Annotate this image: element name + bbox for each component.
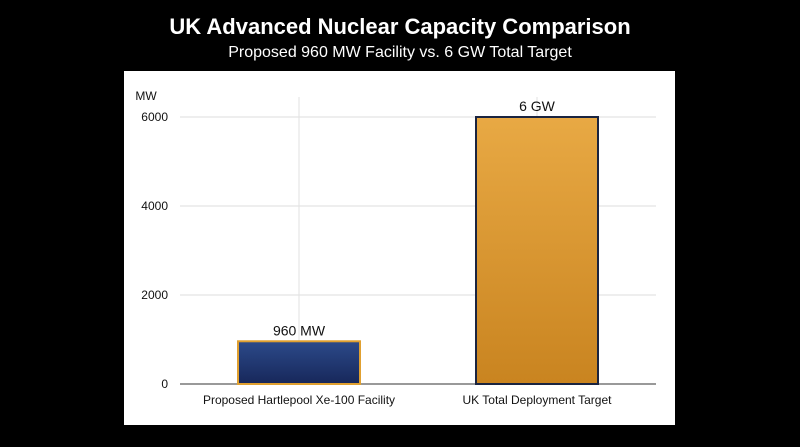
bar-value-label: 960 MW	[273, 322, 326, 338]
bar-chart: 0 2000 4000 6000 MW 960 MW Proposed Hartlepoo…	[135, 89, 656, 407]
y-tick-label: 2000	[141, 288, 168, 302]
x-category-label: UK Total Deployment Target	[463, 393, 613, 407]
y-tick-label: 4000	[141, 199, 168, 213]
bar-1	[237, 340, 361, 385]
chart-subtitle: Proposed 960 MW Facility vs. 6 GW Total …	[228, 44, 572, 61]
chart-panel: 0 2000 4000 6000 MW 960 MW Proposed Hartlepoo…	[124, 71, 675, 425]
y-tick-label: 6000	[141, 110, 168, 124]
y-axis-unit-label: MW	[135, 89, 157, 103]
chart-title: UK Advanced Nuclear Capacity Comparison	[169, 14, 631, 39]
y-tick-label: 0	[161, 377, 168, 391]
bar-value-label: 6 GW	[519, 98, 556, 114]
x-category-label: Proposed Hartlepool Xe-100 Facility	[203, 393, 395, 407]
bar-2	[475, 116, 599, 385]
